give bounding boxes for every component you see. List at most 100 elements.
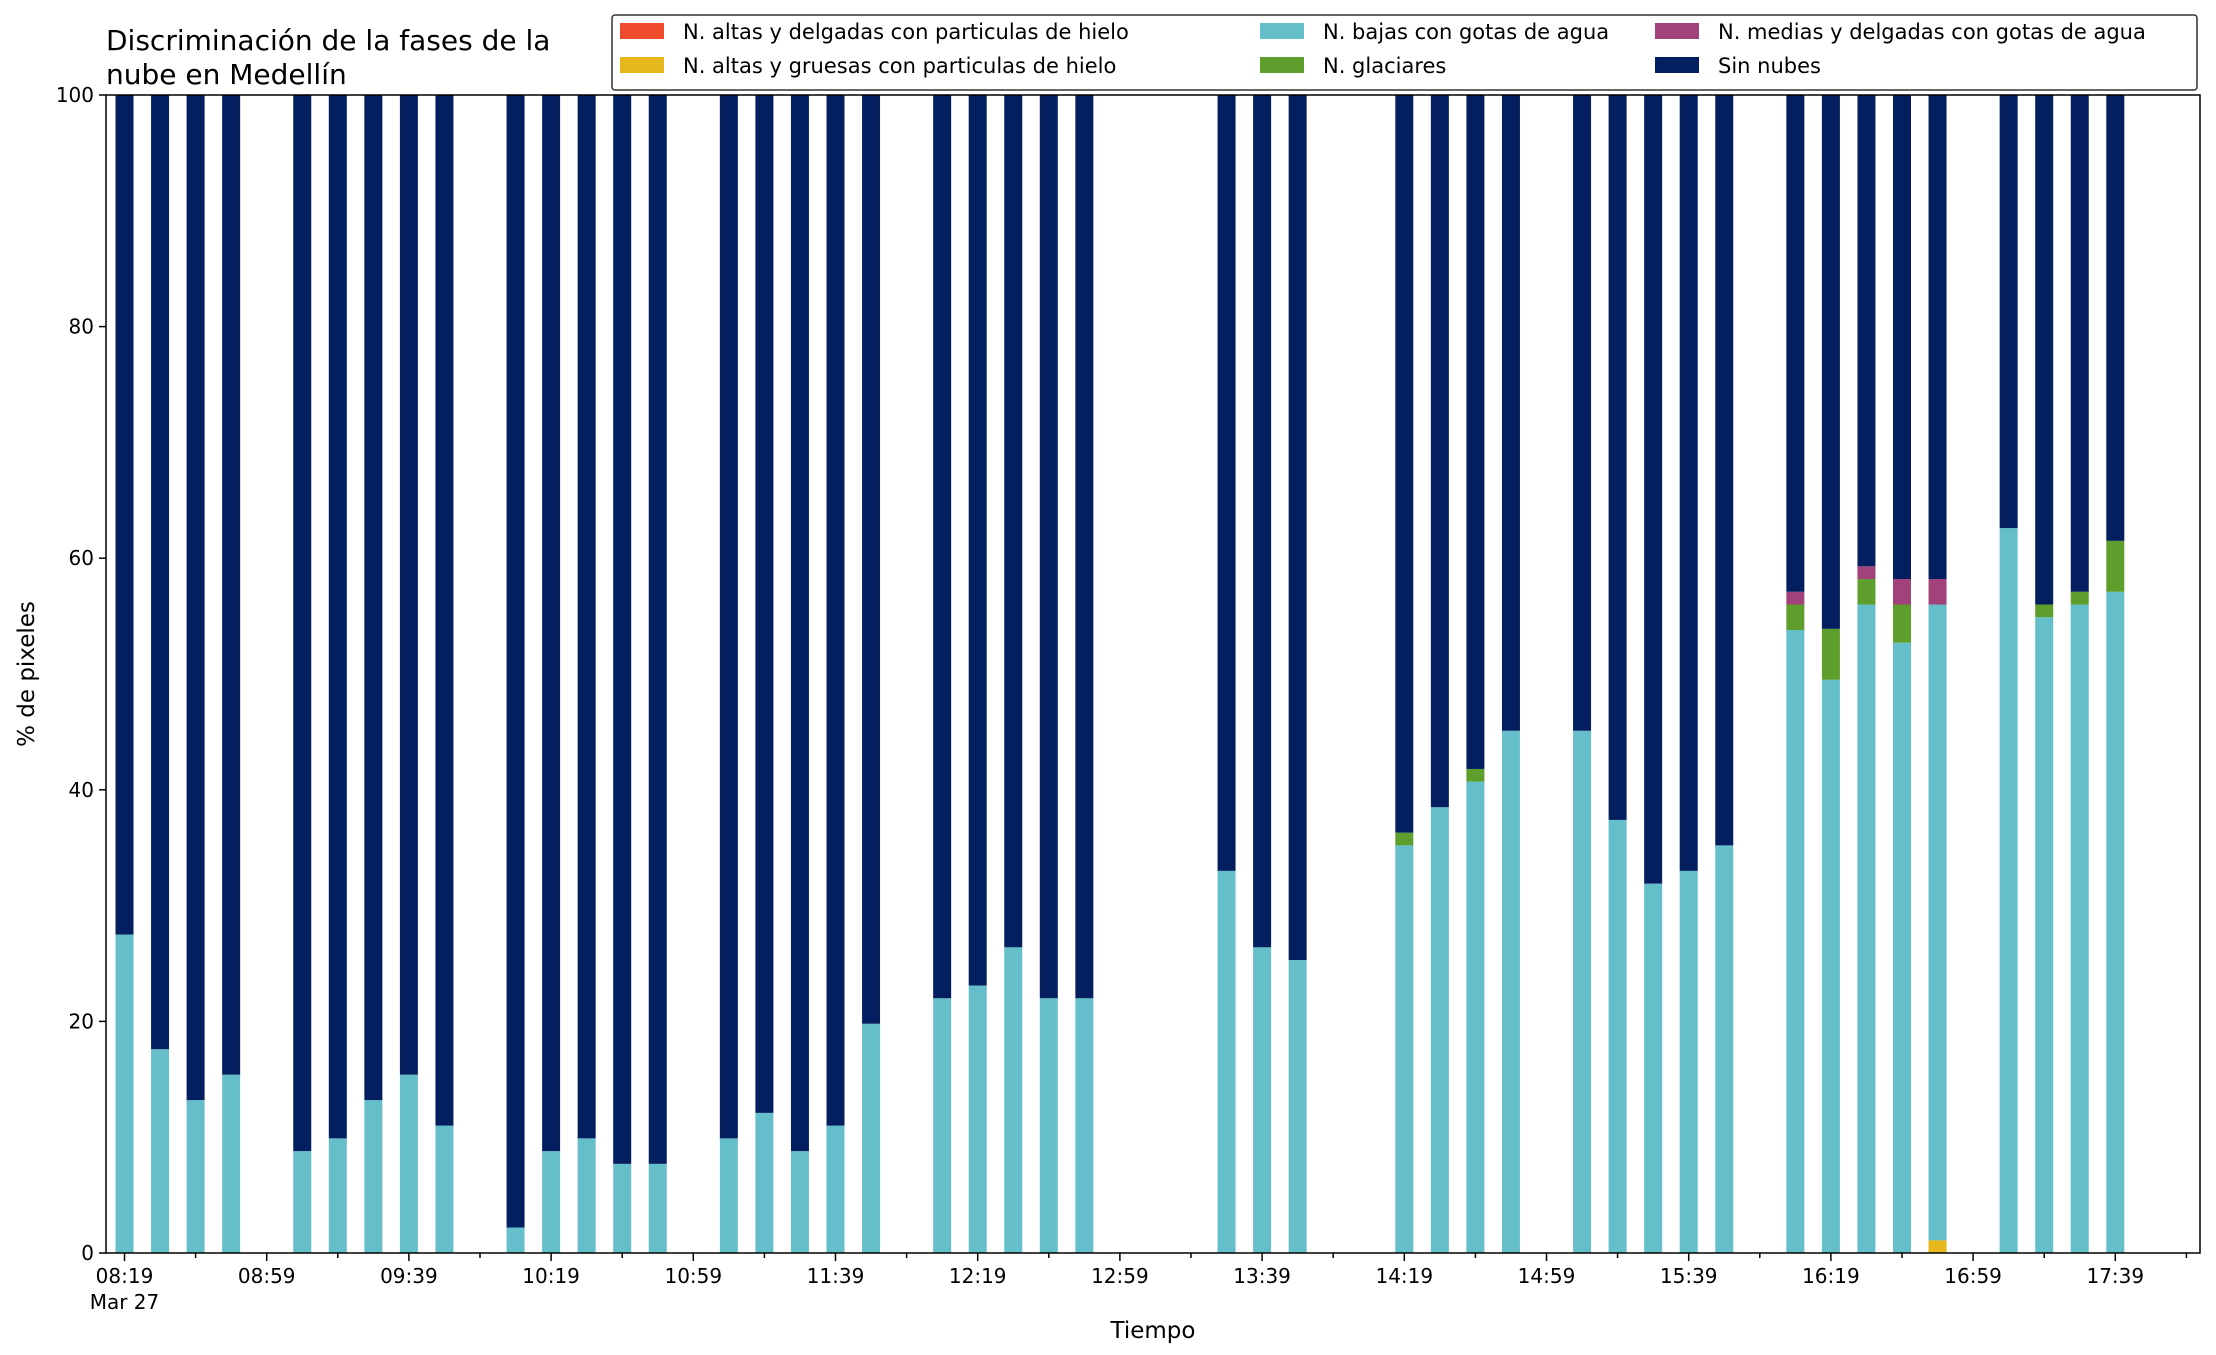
x-tick-label: 09:39 [380,1264,438,1288]
x-tick-label: 10:19 [522,1264,580,1288]
bar-segment-sin-nubes [826,95,845,1126]
x-tick-label: 13:39 [1233,1264,1291,1288]
bar-segment-sin-nubes [222,95,241,1075]
x-tick-label: 12:59 [1091,1264,1149,1288]
bar-segment-n-bajas-con-gotas-de-agua [1821,679,1840,1253]
bar-segment-sin-nubes [1573,95,1592,731]
legend-swatch-n-altas-y-delgadas-con-particulas-de-hielo [620,23,664,39]
bar-segment-sin-nubes [1430,95,1449,808]
bar-segment-n-bajas-con-gotas-de-agua [577,1138,596,1253]
bar-segment-sin-nubes [542,95,561,1152]
bar-segment-n-bajas-con-gotas-de-agua [1395,845,1414,1253]
bar-segment-n-bajas-con-gotas-de-agua [2070,604,2089,1253]
legend: N. altas y delgadas con particulas de hi… [611,14,2198,91]
bar-segment-sin-nubes [1928,95,1947,580]
bar-segment-n-bajas-con-gotas-de-agua [364,1100,383,1253]
bar-segment-n-glaciares [1821,628,1840,680]
bar-segment-n-bajas-con-gotas-de-agua [1253,947,1272,1253]
bar-segment-sin-nubes [506,95,525,1228]
bar-segment-n-glaciares [2106,540,2125,592]
bar-segment-sin-nubes [968,95,987,986]
bar-segment-sin-nubes [1288,95,1307,961]
bar-segment-sin-nubes [1786,95,1805,592]
y-axis-label: % de pixeles [14,601,40,747]
bar-segment-sin-nubes [719,95,738,1139]
bar-segment-sin-nubes [1608,95,1627,820]
bars-group [115,95,2125,1253]
bar-segment-n-bajas-con-gotas-de-agua [186,1100,205,1253]
bar-segment-n-altas-y-gruesas-con-particulas-de-hielo [1928,1240,1947,1253]
bar-segment-n-bajas-con-gotas-de-agua [755,1112,774,1253]
bar-segment-n-glaciares [1857,579,1876,605]
bar-segment-n-bajas-con-gotas-de-agua [1893,642,1911,1253]
legend-swatch-n-medias-y-delgadas-con-gotas-de-agua [1655,23,1699,39]
bar-segment-sin-nubes [613,95,632,1164]
x-tick-label: 08:19 [96,1264,154,1288]
bar-segment-n-bajas-con-gotas-de-agua [1004,947,1023,1253]
legend-label-sin-nubes: Sin nubes [1718,54,1821,78]
bar-segment-sin-nubes [1999,95,2018,529]
bar-segment-n-bajas-con-gotas-de-agua [328,1138,347,1253]
chart-title: Discriminación de la fases de la nube en… [106,24,550,91]
bar-segment-n-bajas-con-gotas-de-agua [1715,845,1734,1253]
bar-segment-n-bajas-con-gotas-de-agua [613,1163,632,1253]
bar-segment-n-bajas-con-gotas-de-agua [1679,870,1698,1253]
x-axis: 08:19 08:59 09:39 10:19 10:59 11:39 12:19 12:59… [90,1253,2188,1314]
legend-box [611,14,2198,91]
bar-segment-n-bajas-con-gotas-de-agua [1644,883,1663,1253]
bar-segment-sin-nubes [1039,95,1058,999]
bar-segment-n-bajas-con-gotas-de-agua [1039,998,1058,1253]
bar-segment-sin-nubes [364,95,383,1101]
x-tick-label: 16:59 [1944,1264,2002,1288]
chart-title-line-1: Discriminación de la fases de la [106,24,550,57]
bar-segment-n-bajas-con-gotas-de-agua [933,998,952,1253]
y-tick-label: 60 [69,546,94,570]
legend-label-n-medias-y-delgadas-con-gotas-de-agua: N. medias y delgadas con gotas de agua [1718,20,2146,44]
bar-segment-n-bajas-con-gotas-de-agua [293,1151,312,1253]
bar-segment-sin-nubes [1857,95,1876,567]
x-tick-label: 10:59 [664,1264,722,1288]
bar-segment-n-bajas-con-gotas-de-agua [435,1125,454,1253]
bar-segment-sin-nubes [1004,95,1023,948]
bar-segment-sin-nubes [1501,95,1520,731]
y-tick-label: 20 [69,1009,94,1033]
y-tick-label: 40 [69,778,94,802]
legend-swatch-n-altas-y-gruesas-con-particulas-de-hielo [620,57,664,73]
bar-segment-sin-nubes [1893,95,1911,580]
bar-segment-n-bajas-con-gotas-de-agua [151,1049,170,1253]
bar-segment-n-bajas-con-gotas-de-agua [1573,730,1592,1253]
bar-segment-sin-nubes [755,95,774,1113]
x-tick-label: 08:59 [238,1264,296,1288]
bar-segment-n-bajas-con-gotas-de-agua [648,1163,667,1253]
bar-segment-sin-nubes [328,95,347,1139]
bar-segment-n-bajas-con-gotas-de-agua [1608,819,1627,1253]
legend-swatch-n-bajas-con-gotas-de-agua [1260,23,1304,39]
legend-swatch-n-glaciares [1260,57,1304,73]
bar-segment-n-bajas-con-gotas-de-agua [1466,781,1485,1253]
x-tick-date-label: Mar 27 [90,1290,160,1314]
bar-segment-n-bajas-con-gotas-de-agua [1999,528,2018,1253]
bar-segment-sin-nubes [933,95,952,999]
x-tick-label: 17:39 [2086,1264,2144,1288]
bar-segment-sin-nubes [1715,95,1734,846]
x-tick-label: 15:39 [1660,1264,1718,1288]
bar-segment-sin-nubes [1217,95,1236,871]
bar-segment-n-glaciares [2035,604,2054,618]
bar-segment-n-bajas-con-gotas-de-agua [506,1227,525,1253]
bar-segment-n-glaciares [1466,768,1485,782]
bar-segment-n-bajas-con-gotas-de-agua [542,1151,561,1253]
bar-segment-n-bajas-con-gotas-de-agua [826,1125,845,1253]
bar-segment-n-glaciares [1786,604,1805,630]
legend-label-n-bajas-con-gotas-de-agua: N. bajas con gotas de agua [1323,20,1609,44]
bar-segment-n-bajas-con-gotas-de-agua [1786,630,1805,1253]
bar-segment-n-bajas-con-gotas-de-agua [1075,998,1094,1253]
x-tick-label: 14:19 [1375,1264,1433,1288]
bar-segment-sin-nubes [862,95,881,1024]
bar-segment-n-medias-y-delgadas-con-gotas-de-agua [1857,566,1876,580]
bar-segment-sin-nubes [151,95,170,1050]
bar-segment-n-bajas-con-gotas-de-agua [862,1023,881,1253]
x-tick-label: 16:19 [1802,1264,1860,1288]
bar-segment-sin-nubes [293,95,312,1152]
bar-segment-sin-nubes [1821,95,1840,629]
